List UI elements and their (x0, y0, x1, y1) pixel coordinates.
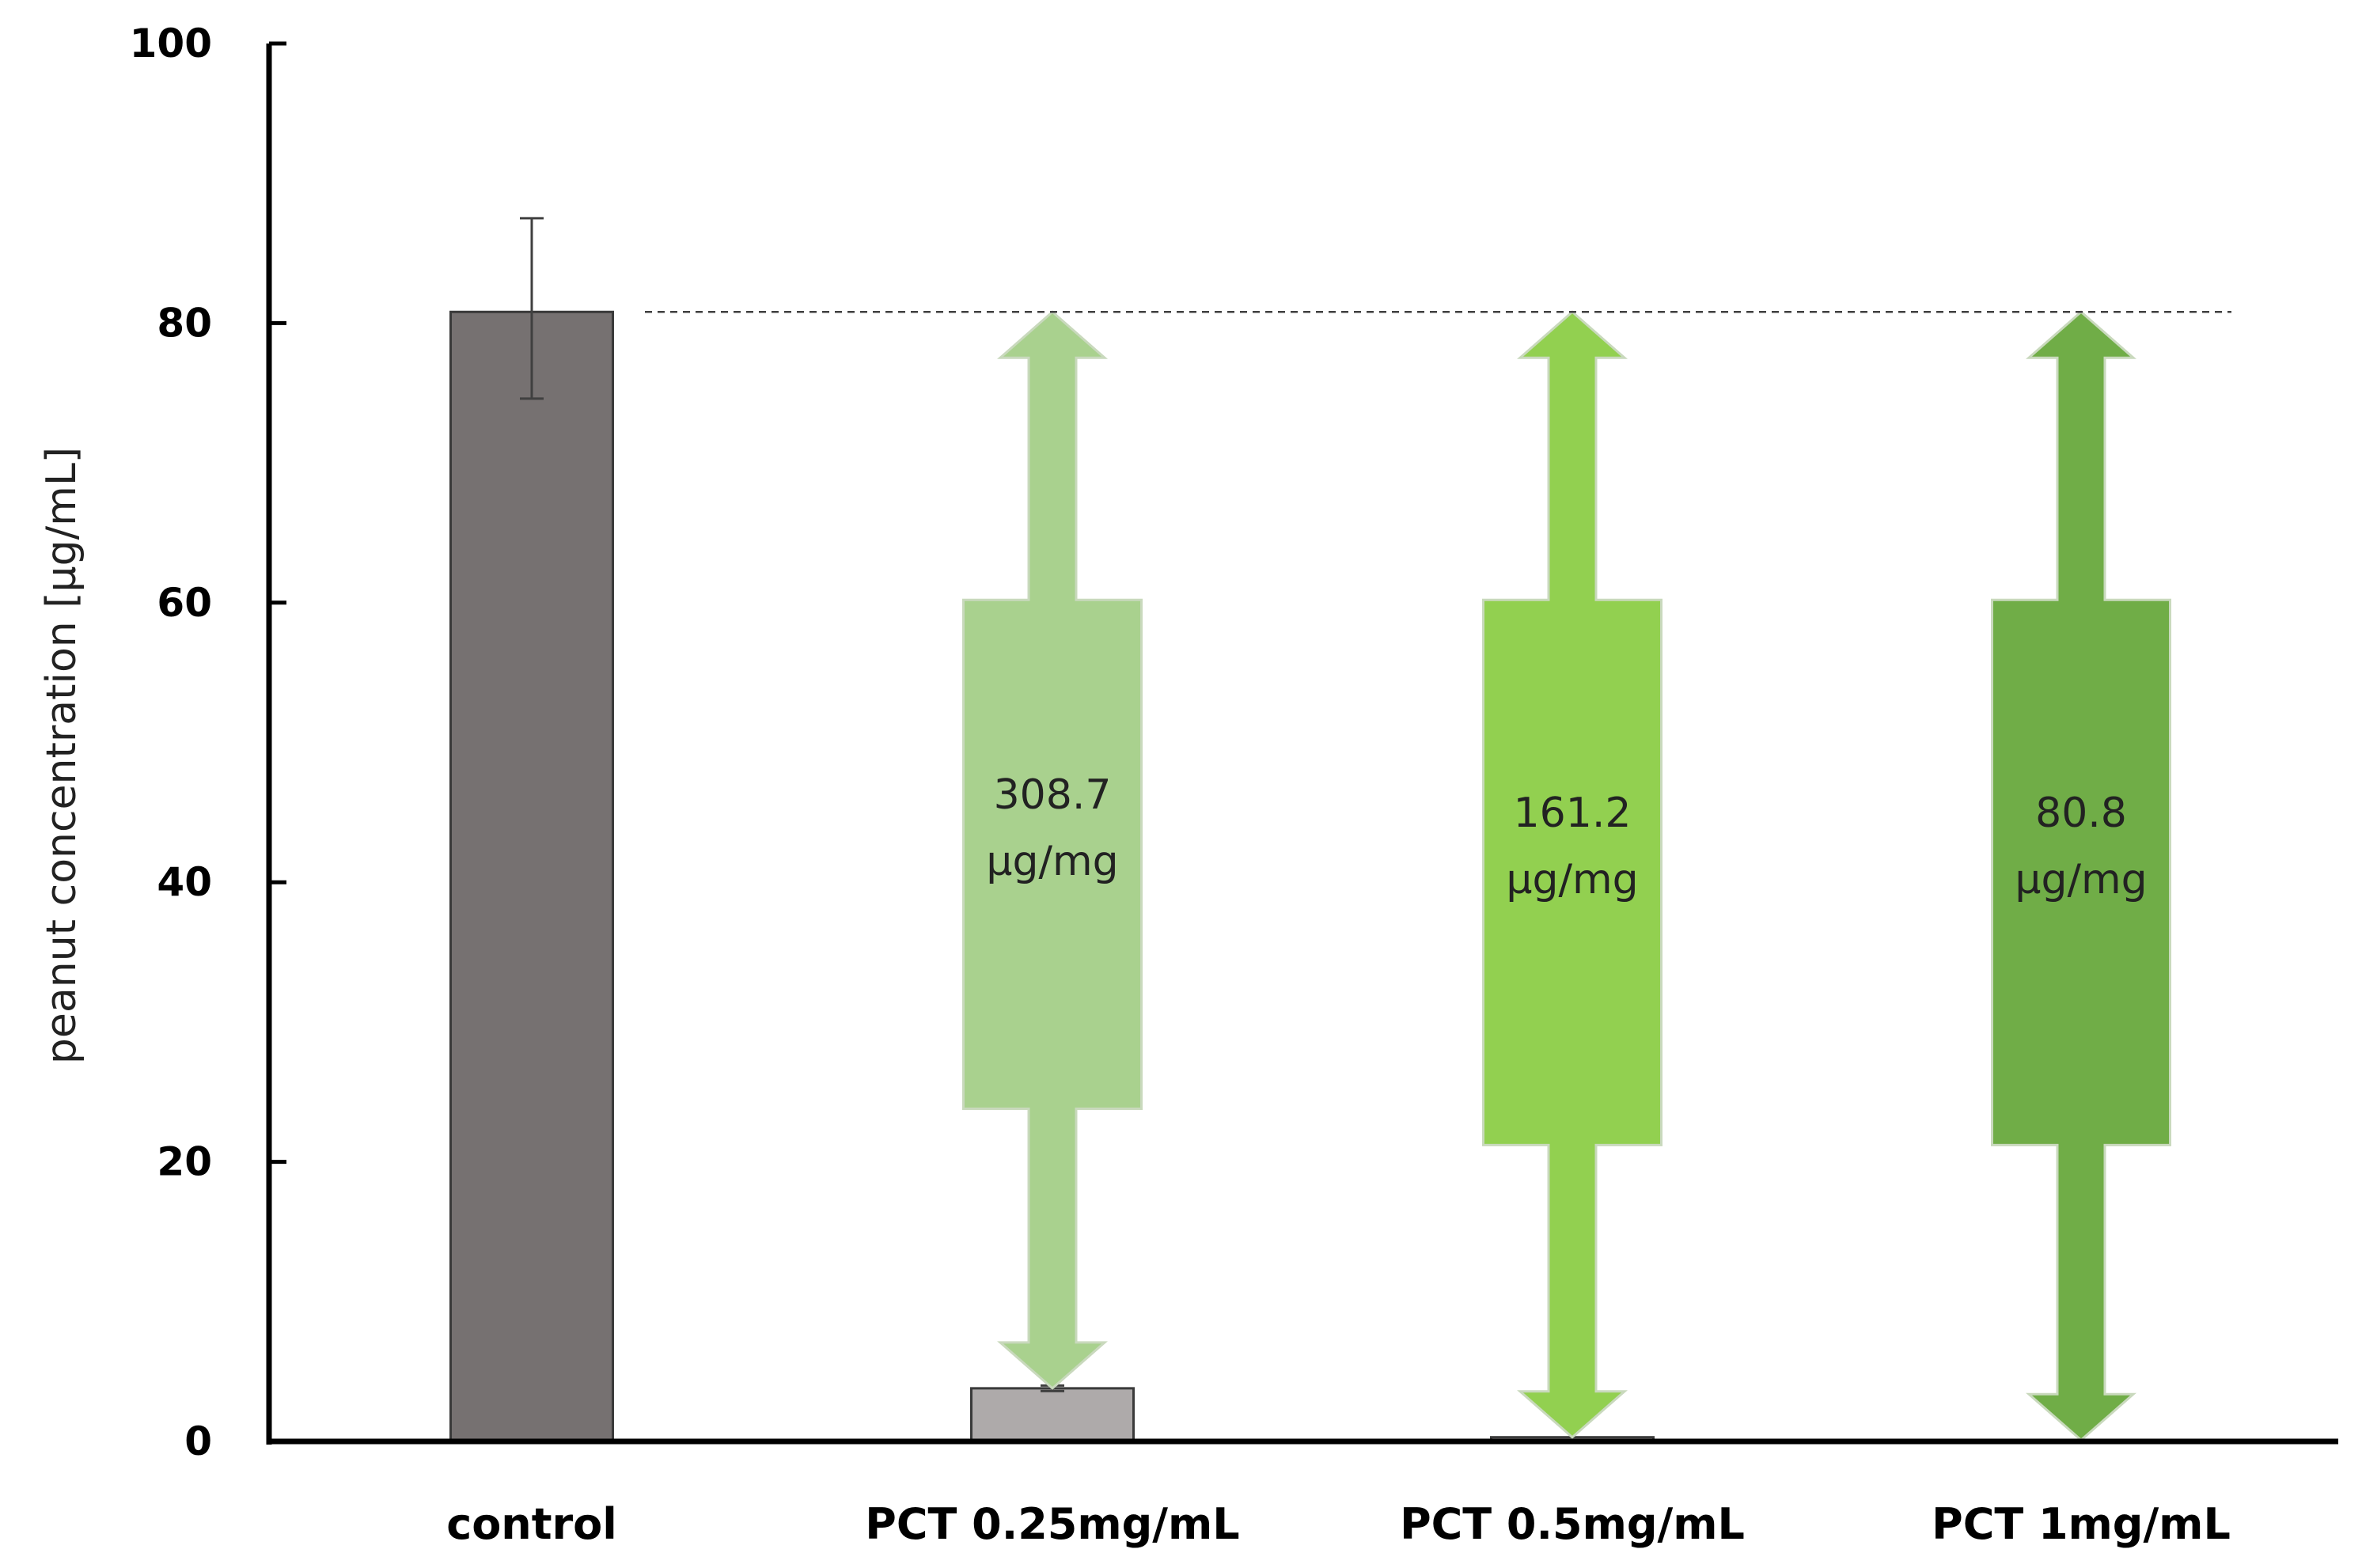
reduction-unit-1: μg/mg (986, 838, 1118, 885)
reduction-arrow-2 (1482, 310, 1662, 1439)
x-tick-label-1: PCT 0.25mg/mL (865, 1499, 1239, 1549)
y-axis-label: peanut concentration [μg/mL] (38, 447, 85, 1064)
reduction-arrow-1 (962, 310, 1143, 1390)
y-tick-label-0: 0 (184, 1418, 212, 1464)
reduction-unit-2: μg/mg (1506, 856, 1638, 903)
reduction-arrows-layer: 308.7 μg/mg 161.2 μg/mg 80.8 μg/mg (962, 310, 2171, 1442)
y-tick-label-4: 80 (157, 300, 212, 346)
labels-layer: peanut concentration [μg/mL] 0 20 40 60 80 10… (38, 21, 2231, 1549)
reduction-value-1: 308.7 (994, 771, 1112, 819)
reduction-unit-3: μg/mg (2015, 856, 2147, 903)
y-tick-label-1: 20 (157, 1139, 212, 1185)
axes-layer (266, 41, 2338, 1445)
y-tick-label-2: 40 (157, 859, 212, 905)
y-tick-label-3: 60 (157, 580, 212, 626)
bar-1 (970, 1387, 1135, 1443)
reduction-value-2: 161.2 (1514, 790, 1632, 837)
x-tick-label-3: PCT 1mg/mL (1932, 1499, 2231, 1549)
bars-layer (449, 217, 2163, 1443)
y-tick-label-5: 100 (130, 21, 212, 66)
reduction-value-3: 80.8 (2035, 790, 2127, 837)
x-tick-label-0: control (446, 1499, 617, 1549)
bar-0 (449, 310, 614, 1443)
x-tick-label-2: PCT 0.5mg/mL (1400, 1499, 1745, 1549)
